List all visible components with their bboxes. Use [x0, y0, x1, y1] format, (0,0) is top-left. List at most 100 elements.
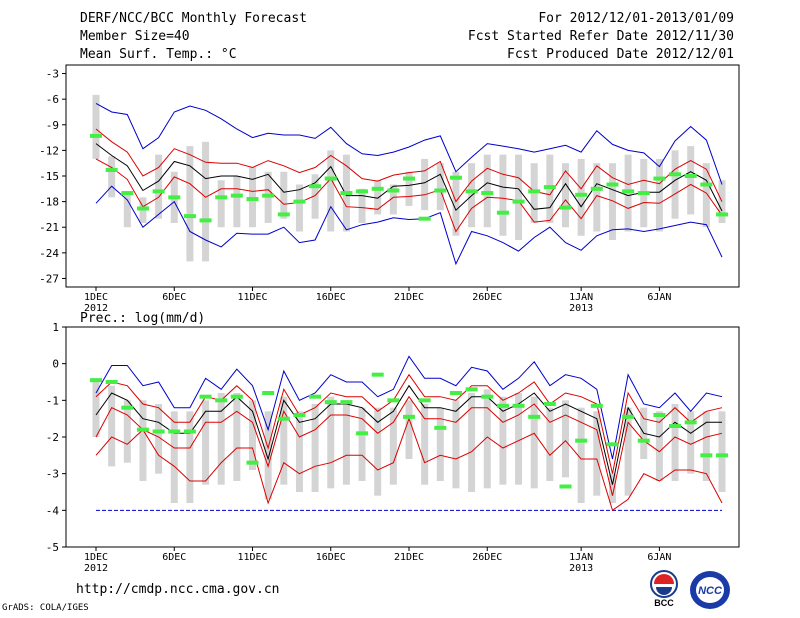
temp-spread-box	[671, 150, 679, 219]
prec-x-tick-label: 21DEC	[394, 552, 424, 563]
prec-obs-marker	[90, 378, 102, 383]
prec-obs-marker	[418, 398, 431, 403]
temp-spread-box	[577, 158, 585, 236]
prec-spread-box	[186, 411, 194, 503]
temp-y-tick-label: -6	[46, 93, 59, 106]
temp-spread-box	[155, 154, 163, 219]
prec-obs-marker	[575, 438, 588, 443]
temp-spread-box	[233, 176, 241, 228]
chart-title: DERF/NCC/BCC Monthly Forecast	[80, 11, 307, 26]
temp-x-tick-label: 21DEC	[394, 292, 424, 303]
prec-y-tick-label: -5	[46, 541, 59, 554]
temp-x-year-label: 2013	[569, 303, 593, 314]
temp-spread-box	[123, 191, 131, 228]
temp-spread-box	[327, 150, 335, 232]
prec-x-tick-label: 11DEC	[237, 552, 267, 563]
temp-x-tick-label: 6JAN	[647, 292, 671, 303]
prec-obs-marker	[684, 420, 697, 425]
temp-spread-box	[217, 180, 225, 228]
temp-x-tick-label: 11DEC	[237, 292, 267, 303]
prec-variable-label: Prec.: log(mm/d)	[80, 311, 205, 326]
prec-obs-marker	[183, 429, 196, 434]
forecast-range: For 2012/12/01-2013/01/09	[538, 11, 734, 26]
prec-spread-box	[389, 407, 397, 485]
prec-obs-marker	[543, 402, 556, 406]
temp-spread-box	[108, 156, 116, 198]
prec-y-tick-label: -4	[46, 504, 60, 517]
temp-obs-marker	[324, 176, 337, 181]
prec-obs-marker	[121, 405, 134, 410]
temp-x-tick-label: 26DEC	[472, 292, 502, 303]
prec-y-tick-label: -3	[46, 468, 59, 481]
prec-obs-marker	[230, 394, 243, 399]
prec-lower-line	[95, 395, 723, 496]
ncc-logo-text: NCC	[698, 585, 723, 597]
prec-obs-marker	[622, 414, 635, 419]
temp-obs-marker	[716, 212, 728, 217]
temp-x-tick-label: 16DEC	[316, 292, 346, 303]
prec-spread-box	[123, 400, 131, 463]
temp-min-line	[95, 185, 723, 266]
temp-obs-marker	[700, 182, 713, 187]
prec-spread-box	[687, 411, 695, 474]
prec-x-tick-label: 6DEC	[162, 552, 186, 563]
prec-obs-marker	[637, 438, 650, 443]
temp-spread-box	[515, 154, 523, 241]
prec-spread-box	[342, 400, 350, 485]
prec-obs-marker	[528, 414, 541, 419]
prec-spread-box	[327, 396, 335, 489]
prec-spread-box	[671, 404, 679, 481]
temp-obs-marker	[496, 210, 509, 215]
temp-obs-marker	[387, 188, 400, 193]
temp-obs-marker	[512, 199, 525, 204]
source-url[interactable]: http://cmdp.ncc.cma.gov.cn	[76, 582, 280, 597]
prec-spread-box	[139, 400, 147, 481]
temp-y-tick-label: -3	[46, 68, 59, 81]
temp-obs-marker	[136, 206, 149, 211]
temp-spread-box	[655, 158, 663, 232]
prec-spread-box	[217, 393, 225, 485]
prec-obs-marker	[215, 398, 228, 403]
prec-x-year-label: 2013	[569, 563, 593, 574]
temp-obs-marker	[606, 182, 619, 187]
prec-spread-box	[202, 400, 210, 485]
prec-obs-marker	[496, 403, 509, 408]
prec-spread-box	[311, 404, 319, 492]
prec-obs-marker	[293, 413, 306, 417]
prec-obs-marker	[403, 414, 415, 419]
temp-obs-marker	[293, 199, 306, 204]
prec-obs-marker	[356, 431, 369, 436]
temp-spread-box	[280, 171, 288, 219]
fcst-produced-date: Fcst Produced Date 2012/12/01	[507, 47, 734, 62]
temp-obs-marker	[309, 184, 322, 189]
temp-obs-marker	[105, 168, 118, 173]
prec-obs-marker	[277, 416, 290, 421]
prec-x-tick-label: 16DEC	[316, 552, 346, 563]
prec-obs-marker	[481, 394, 494, 399]
temp-mean-line	[95, 143, 723, 212]
temp-plot-frame	[65, 64, 740, 288]
bcc-logo-text: BCC	[654, 598, 674, 608]
temp-y-tick-label: -18	[39, 196, 59, 209]
temp-obs-marker	[434, 188, 447, 193]
temp-spread-box	[687, 146, 695, 215]
prec-x-tick-label: 6JAN	[647, 552, 671, 563]
temp-y-tick-label: -24	[39, 247, 59, 260]
prec-spread-box	[515, 393, 523, 485]
temp-spread-box	[702, 163, 710, 228]
prec-obs-marker	[340, 400, 353, 405]
prec-spread-box	[264, 411, 272, 500]
temp-spread-box	[311, 174, 319, 219]
prec-upper-line	[95, 373, 723, 474]
prec-obs-marker	[387, 398, 400, 403]
temp-x-tick-label: 1DEC	[84, 292, 108, 303]
prec-spread-box	[358, 407, 366, 481]
grads-credit: GrADS: COLA/IGES	[2, 603, 89, 613]
temp-upper-line	[95, 128, 723, 203]
ncc-logo: NCC	[690, 571, 730, 609]
prec-x-tick-label: 1DEC	[84, 552, 108, 563]
prec-obs-marker	[669, 424, 682, 428]
bcc-logo: BCC	[650, 570, 678, 608]
prec-obs-marker	[105, 380, 118, 384]
prec-spread-box	[108, 385, 116, 467]
